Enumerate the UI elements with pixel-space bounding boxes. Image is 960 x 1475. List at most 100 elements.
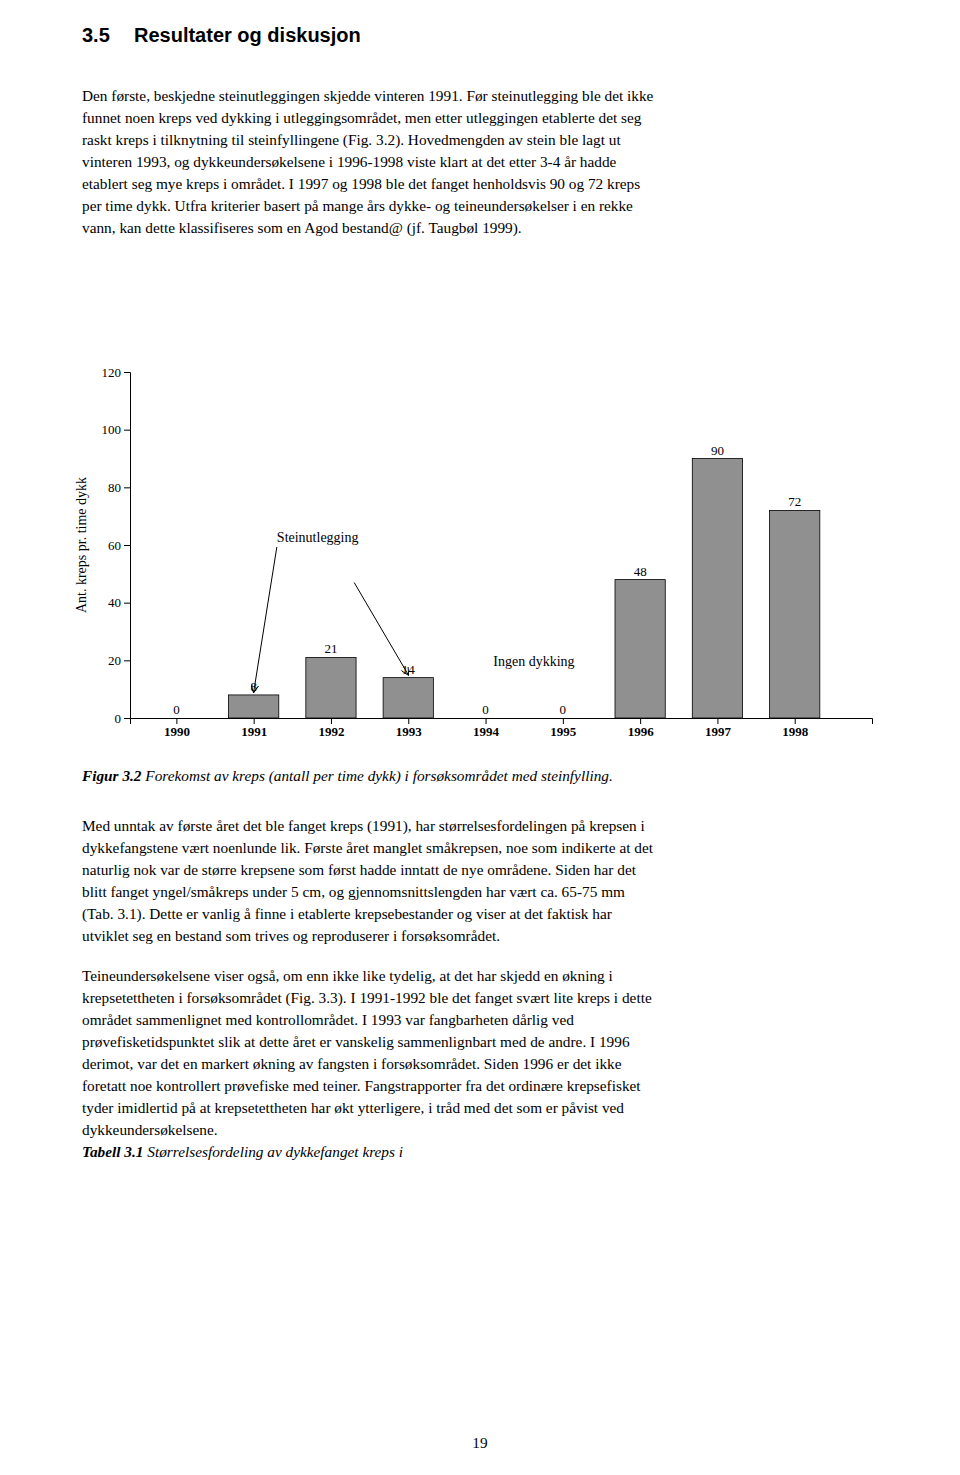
bar xyxy=(770,510,820,718)
tick-label: 80 xyxy=(108,480,121,495)
tick: 1996 xyxy=(628,718,655,739)
tick: 1990 xyxy=(164,718,190,739)
data-label: 0 xyxy=(482,702,489,717)
tick: 80 xyxy=(108,480,130,495)
tick-mark xyxy=(124,545,130,546)
tick-mark xyxy=(486,718,487,724)
data-label: 72 xyxy=(788,494,801,509)
tick-label: 100 xyxy=(102,422,122,437)
caption-label: Figur 3.2 xyxy=(81,767,142,784)
paragraph-line: Med unntak av første året det ble fanget… xyxy=(82,817,645,835)
page-number: 19 xyxy=(472,1434,488,1451)
tick-label: 20 xyxy=(108,653,121,668)
paragraph-line: etablert seg mye kreps i området. I 1997… xyxy=(82,175,640,192)
tick-label: 60 xyxy=(108,538,121,553)
data-label: 0 xyxy=(560,702,567,717)
tick-mark xyxy=(254,718,255,724)
section-title: Resultater og diskusjon xyxy=(134,24,361,46)
data-label: 48 xyxy=(634,564,647,579)
tick-mark xyxy=(717,718,718,724)
tick: 1992 xyxy=(318,718,344,739)
tick: 120 xyxy=(102,365,131,380)
tick-label: 40 xyxy=(108,595,121,610)
tick: 1993 xyxy=(396,718,423,739)
paragraph-line: naturlig nok var de større krepsene som … xyxy=(82,861,637,878)
paragraph-line: vann, kan dette klassifiseres som en Ago… xyxy=(82,219,522,237)
data-label: 90 xyxy=(711,443,724,458)
paragraph-line: raskt kreps i tilknytning til steinfylli… xyxy=(82,131,621,149)
tick-label: 1992 xyxy=(318,724,344,739)
paragraph-line: dykkefangstene vært noenlunde lik. Først… xyxy=(82,839,654,856)
tick-mark xyxy=(408,718,409,724)
y-axis: 0 20 40 60 80 100 120 xyxy=(102,365,131,726)
tick: 1997 xyxy=(705,718,732,739)
tick-mark xyxy=(640,718,641,724)
tick: 20 xyxy=(108,653,130,668)
paragraph-line: per time dykk. Utfra kriterier basert på… xyxy=(82,197,633,214)
y-axis-title: Ant. kreps pr. time dykk xyxy=(74,477,89,613)
tick: 1995 xyxy=(550,718,577,739)
bar xyxy=(692,459,742,719)
tick-mark xyxy=(124,372,130,373)
bar xyxy=(460,718,510,719)
paragraph-line: Den første, beskjedne steinutleggingen s… xyxy=(82,87,654,104)
bars xyxy=(229,459,820,719)
tick-mark xyxy=(124,660,130,661)
page: 3.5 Resultater og diskusjon Den første, be… xyxy=(0,0,960,1475)
tick: 100 xyxy=(102,422,131,437)
tick-mark xyxy=(563,718,564,724)
annotation-arrow xyxy=(254,547,277,692)
data-label: 21 xyxy=(324,641,337,656)
paragraph-line: området sammenlignet med kontrollområdet… xyxy=(82,1011,574,1028)
paragraph-line: dykkeundersøkelsene. xyxy=(82,1121,218,1138)
tick: 1998 xyxy=(782,718,809,739)
paragraph-line: foretatt noe kontrollert prøvefiske med … xyxy=(82,1077,641,1094)
tick-mark xyxy=(795,718,796,724)
tick-label: 1993 xyxy=(396,724,423,739)
paragraph-line: tyder imidlertid på at krepsetettheten h… xyxy=(82,1099,624,1116)
annotations: Steinutlegging Ingen dykking xyxy=(254,530,575,692)
tick-label: 1995 xyxy=(550,724,577,739)
bar xyxy=(538,718,588,719)
tick-mark xyxy=(124,487,130,488)
section-number: 3.5 xyxy=(82,24,110,46)
tick: 40 xyxy=(108,595,130,610)
chart: 1990 1991 1992 1993 1994 1995 1996 1997 1998 0 20 4… xyxy=(74,365,873,740)
paragraph-line: Teineundersøkelsene viser også, om enn i… xyxy=(82,967,613,984)
paragraph-line: funnet noen kreps ved dykking i utleggin… xyxy=(82,109,642,126)
bar xyxy=(615,580,665,718)
tick: 1994 xyxy=(473,718,500,739)
bar xyxy=(383,678,433,718)
annotation: Ingen dykking xyxy=(493,654,574,669)
tick-label: 1991 xyxy=(241,724,267,739)
axis-line xyxy=(124,373,131,719)
data-labels: 08211400489072 xyxy=(173,443,801,718)
bar xyxy=(306,657,356,718)
tick-mark xyxy=(124,430,130,431)
caption-text: Forekomst av kreps (antall per time dykk… xyxy=(142,767,613,785)
tick: 1991 xyxy=(241,718,267,739)
table-caption: Størrelsesfordeling av dykkefanget kreps… xyxy=(143,1143,403,1160)
tick: 60 xyxy=(108,538,130,553)
tick-label: 1990 xyxy=(164,724,190,739)
tick-label: 1997 xyxy=(705,724,732,739)
tick-label: 1998 xyxy=(782,724,809,739)
paragraph-line: krepsetettheten i forsøksområdet (Fig. 3… xyxy=(82,989,652,1007)
annotation: Steinutlegging xyxy=(277,530,359,545)
table-label: Tabell 3.1 xyxy=(82,1143,143,1160)
tick-mark xyxy=(331,718,332,724)
paragraph-line: blitt fanget yngel/småkreps under 5 cm, … xyxy=(82,883,625,900)
tick-label: 1994 xyxy=(473,724,500,739)
paragraph-line: vinteren 1993, og dykkeundersøkelsene i … xyxy=(82,153,617,170)
tick-label: 1996 xyxy=(628,724,655,739)
data-label: 0 xyxy=(173,702,180,717)
bar xyxy=(151,718,201,719)
tick-mark xyxy=(176,718,177,724)
annotation-arrow xyxy=(354,582,408,674)
axis-line xyxy=(131,719,873,725)
tick-label: 120 xyxy=(102,365,122,380)
x-axis: 1990 1991 1992 1993 1994 1995 1996 1997 1998 xyxy=(131,718,873,739)
paragraph-line: prøvefisketidspunktet slik at dette året… xyxy=(82,1033,630,1050)
tick-mark xyxy=(124,718,130,719)
tick-label: 0 xyxy=(115,711,122,726)
